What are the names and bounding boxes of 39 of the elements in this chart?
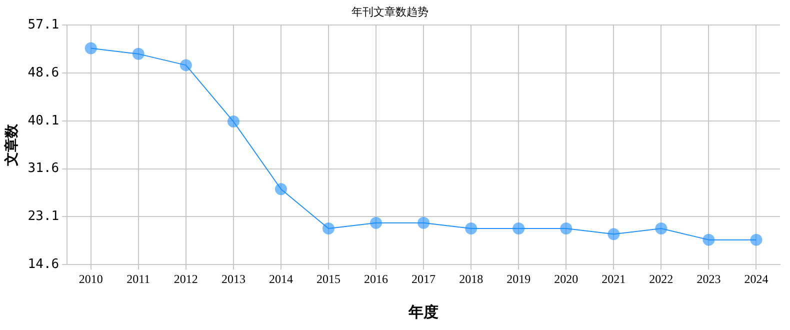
- point: [322, 222, 334, 235]
- x-tick-label: 2022: [649, 272, 674, 286]
- point: [132, 48, 144, 60]
- x-tick-label: 2018: [459, 272, 484, 286]
- y-tick-label: 14.6: [28, 256, 60, 272]
- x-tick-label: 2011: [126, 272, 150, 286]
- x-tick-label: 2019: [506, 272, 531, 286]
- x-tick-label: 2014: [268, 272, 293, 286]
- point: [702, 234, 715, 246]
- x-tick-label: 2017: [412, 272, 436, 286]
- x-tick-label: 2023: [696, 272, 721, 286]
- y-tick-label: 57.1: [28, 18, 60, 33]
- point: [274, 183, 287, 196]
- x-tick-label: 2016: [364, 272, 388, 286]
- x-axis-title: 年度: [408, 302, 439, 321]
- y-tick-label: 48.6: [28, 65, 60, 80]
- point: [655, 222, 668, 235]
- x-tick-label: 2013: [221, 272, 246, 286]
- y-tick-label: 31.6: [28, 161, 60, 176]
- y-tick-label: 23.1: [28, 209, 60, 224]
- point: [227, 116, 240, 128]
- x-tick-label: 2024: [744, 272, 768, 286]
- point: [465, 222, 478, 235]
- x-tick-label: 2020: [554, 272, 578, 286]
- point: [370, 216, 382, 229]
- point: [750, 234, 762, 246]
- y-tick-label: 40.1: [28, 113, 60, 128]
- point: [512, 222, 525, 235]
- point: [418, 216, 430, 229]
- x-tick-label: 2012: [174, 272, 198, 286]
- point: [608, 228, 620, 240]
- point: [180, 59, 192, 72]
- x-tick-label: 2010: [78, 272, 103, 286]
- x-tick-label: 2015: [316, 272, 340, 286]
- point: [560, 222, 572, 235]
- point: [84, 42, 97, 54]
- y-axis-title: 文章数: [3, 122, 20, 167]
- x-tick-label: 2021: [602, 272, 626, 286]
- chart-title: 年刊文章数趋势: [352, 5, 428, 18]
